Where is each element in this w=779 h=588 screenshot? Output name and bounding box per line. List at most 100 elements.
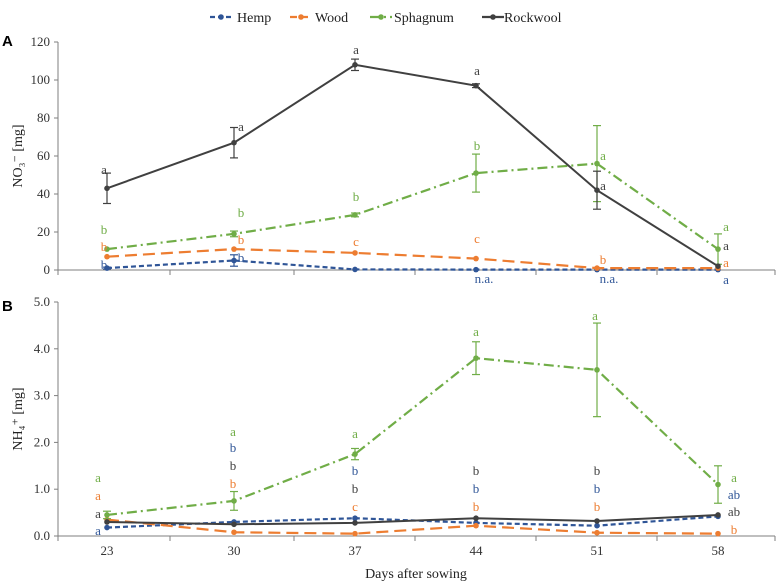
- data-point-wood: [231, 529, 237, 536]
- significance-letter: c: [474, 231, 480, 246]
- series-rockwool: [103, 58, 721, 270]
- series-line-rockwool: [106, 63, 719, 268]
- significance-letter: b: [352, 463, 359, 478]
- significance-letter: a: [353, 42, 359, 57]
- significance-letter: b: [101, 257, 108, 272]
- panel-label: B: [2, 298, 13, 315]
- legend-marker-wood: [298, 14, 304, 20]
- x-tick-label: 51: [591, 543, 604, 558]
- significance-letter: n.a.: [475, 271, 494, 286]
- data-point-wood: [352, 250, 358, 256]
- data-point-rockwool: [352, 520, 358, 526]
- significance-letter: a: [723, 272, 729, 287]
- data-point-sphagnum: [594, 367, 600, 373]
- significance-letter: b: [230, 476, 237, 491]
- y-tick-label: 5.0: [34, 294, 50, 309]
- y-tick-label: 40: [37, 186, 50, 201]
- y-tick-label: 0.0: [34, 528, 50, 543]
- y-tick-label: 120: [31, 34, 51, 49]
- legend-label-rockwool: Rockwool: [504, 11, 562, 26]
- legend-marker-hemp: [218, 14, 224, 20]
- data-point-wood: [352, 530, 358, 537]
- significance-letter: ab: [728, 504, 740, 519]
- y-tick-label: 0: [44, 262, 51, 277]
- x-tick-label: 37: [349, 543, 363, 558]
- data-point-sphagnum: [473, 355, 479, 361]
- significance-letter: ab: [728, 487, 740, 502]
- data-point-sphagnum: [104, 512, 110, 518]
- significance-letter: b: [474, 138, 481, 153]
- significance-letter: a: [352, 426, 358, 441]
- y-tick-label: 20: [37, 224, 50, 239]
- legend-label-wood: Wood: [315, 11, 348, 26]
- data-point-wood: [473, 255, 479, 262]
- y-tick-label: 4.0: [34, 341, 50, 356]
- significance-letter: b: [594, 481, 601, 496]
- series-sphagnum: [103, 322, 722, 520]
- series-line-wood: [106, 247, 718, 270]
- significance-letter: b: [731, 522, 738, 537]
- significance-letter: b: [101, 222, 108, 237]
- significance-letter: b: [600, 252, 607, 267]
- series-line-wood: [106, 518, 719, 535]
- significance-letter: b: [473, 463, 480, 478]
- data-point-sphagnum: [715, 481, 721, 488]
- data-point-rockwool: [352, 62, 358, 68]
- significance-letter: a: [230, 424, 236, 439]
- significance-letter: a: [95, 470, 101, 485]
- data-point-rockwool: [715, 512, 721, 518]
- legend-label-sphagnum: Sphagnum: [394, 11, 454, 26]
- significance-letter: b: [101, 239, 108, 254]
- data-point-sphagnum: [715, 246, 721, 252]
- significance-letter: a: [723, 219, 729, 234]
- data-point-wood: [594, 265, 600, 271]
- legend-marker-rockwool: [490, 14, 496, 20]
- data-point-hemp: [231, 257, 237, 264]
- significance-letter: a: [95, 506, 101, 521]
- y-tick-label: 1.0: [34, 481, 50, 496]
- y-tick-label: 60: [37, 148, 50, 163]
- significance-letter: c: [352, 499, 358, 514]
- y-tick-label: 3.0: [34, 388, 50, 403]
- series-line-hemp: [106, 259, 718, 271]
- panel-label: A: [2, 33, 13, 50]
- significance-letter: a: [731, 470, 737, 485]
- data-point-wood: [473, 522, 479, 529]
- series-line-sphagnum: [106, 162, 719, 251]
- x-tick-label: 23: [101, 543, 114, 558]
- significance-letter: c: [353, 234, 359, 249]
- series-rockwool: [104, 512, 721, 528]
- data-point-hemp: [594, 522, 600, 529]
- data-point-rockwool: [473, 82, 479, 89]
- significance-letter: a: [101, 162, 107, 177]
- significance-letter: b: [594, 499, 601, 514]
- data-point-sphagnum: [352, 451, 358, 457]
- x-tick-label: 30: [228, 543, 241, 558]
- series-line-rockwool: [106, 513, 719, 526]
- significance-letter: b: [238, 205, 245, 220]
- y-axis-title: NO₃⁻ [mg]: [11, 124, 26, 187]
- series-wood: [104, 516, 721, 537]
- data-point-sphagnum: [231, 498, 237, 504]
- x-tick-label: 58: [712, 543, 725, 558]
- data-point-sphagnum: [473, 170, 479, 176]
- significance-letter: a: [600, 148, 606, 163]
- significance-letter: n.a.: [600, 271, 619, 286]
- significance-letter: a: [474, 63, 480, 78]
- x-axis-title: Days after sowing: [365, 567, 467, 582]
- data-point-wood: [104, 253, 110, 260]
- data-point-sphagnum: [594, 160, 600, 167]
- legend: Hemp Wood Sphagnum Rockwool: [210, 11, 562, 26]
- significance-letter: a: [95, 523, 101, 538]
- series-line-hemp: [106, 515, 719, 529]
- significance-letter: b: [352, 481, 359, 496]
- data-point-sphagnum: [104, 246, 110, 252]
- data-point-rockwool: [231, 139, 237, 146]
- significance-letter: a: [723, 255, 729, 270]
- data-point-rockwool: [231, 521, 237, 528]
- significance-letter: b: [230, 440, 237, 455]
- data-point-rockwool: [715, 263, 721, 270]
- significance-letter: a: [95, 488, 101, 503]
- significance-letter: b: [238, 250, 245, 265]
